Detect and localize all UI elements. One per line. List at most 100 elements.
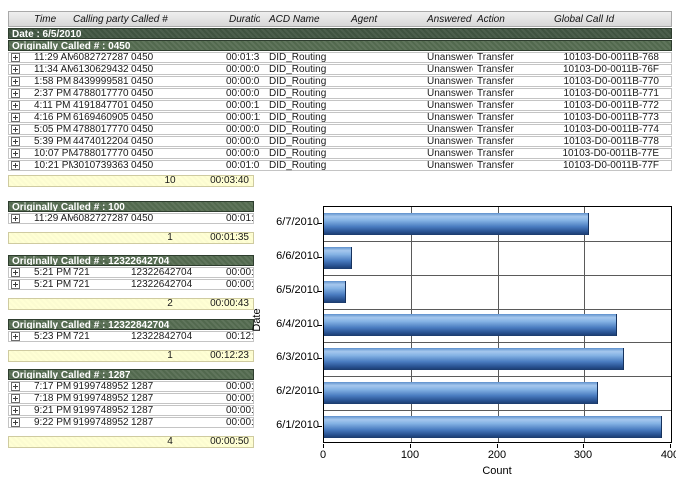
expand-row-button[interactable]: [11, 405, 20, 415]
called-number-cell: 0450: [131, 88, 154, 99]
duration-cell: 00:00:09: [226, 64, 260, 75]
time-cell: 5:23 PM: [34, 331, 72, 342]
expander-cell: [9, 52, 31, 63]
originally-called-group-header: Originally Called # : 0450: [8, 40, 672, 51]
summary-total-duration: 00:01:35: [210, 232, 249, 243]
duration-cell: 00:00:05: [226, 76, 260, 87]
expand-row-button[interactable]: [11, 267, 20, 277]
called-number-cell: 1287: [131, 393, 154, 404]
duration-cell: 00:00:13: [226, 381, 253, 392]
time-cell: 5:21 PM: [34, 279, 72, 290]
called-number-cell: 12322642704: [131, 279, 193, 290]
duration-cell: 00:12:23: [226, 331, 253, 342]
expand-row-button[interactable]: [11, 100, 20, 110]
summary-call-count: 2: [167, 298, 173, 309]
y-tick-label: 6/3/2010: [276, 351, 319, 363]
expand-row-button[interactable]: [11, 393, 20, 403]
called-number-cell: 0450: [131, 136, 154, 147]
called-number-cell: 1287: [131, 405, 154, 416]
time-cell: 5:39 PM: [34, 136, 72, 147]
duration-cell: 00:00:11: [226, 112, 260, 123]
called-number-cell: 0450: [131, 64, 154, 75]
expand-row-button[interactable]: [11, 136, 20, 146]
called-number-cell: 0450: [131, 148, 154, 159]
expander-cell: [9, 100, 31, 111]
called-number-cell: 0450: [131, 100, 154, 111]
global-call-id-cell: 10103-D0-0011B-768: [563, 52, 659, 63]
horizontal-gridline: [324, 241, 671, 242]
answered-cell: Unanswered: [427, 148, 473, 159]
x-tick-label: 0: [319, 449, 327, 461]
time-cell: 1:58 PM: [34, 76, 72, 87]
global-call-id-cell: 10103-D0-0011B-771: [563, 88, 659, 99]
column-header: Global Call Id: [554, 13, 615, 25]
expand-row-button[interactable]: [11, 148, 20, 158]
y-tick-label: 6/7/2010: [276, 216, 319, 228]
expand-row-button[interactable]: [11, 76, 20, 86]
group-summary-row: 1 00:12:23: [8, 350, 254, 362]
expander-cell: [9, 136, 31, 147]
answered-cell: Unanswered: [427, 64, 473, 75]
expander-cell: [9, 267, 31, 278]
bar-6/5/2010: [324, 281, 346, 303]
x-axis-tick: [497, 444, 498, 448]
x-axis-tick: [583, 444, 584, 448]
action-cell: Transfer: [477, 88, 514, 99]
expand-row-button[interactable]: [11, 52, 20, 62]
expand-row-button[interactable]: [11, 64, 20, 74]
calling-party-cell: 4788017770: [73, 124, 129, 135]
expand-row-button[interactable]: [11, 160, 20, 170]
horizontal-gridline: [324, 342, 671, 343]
calling-party-cell: 4191847701: [73, 100, 129, 111]
calling-party-cell: 9199748952: [73, 381, 129, 392]
expand-row-button[interactable]: [11, 88, 20, 98]
group-section: Originally Called # : 12322642704 5:21 PM…: [8, 254, 254, 310]
expander-cell: [9, 160, 31, 171]
answered-cell: Unanswered: [427, 88, 473, 99]
time-cell: 11:34 AM: [34, 64, 73, 75]
called-number-cell: 0450: [131, 112, 154, 123]
duration-cell: 00:01:02: [226, 160, 260, 171]
expand-row-button[interactable]: [11, 331, 20, 341]
x-tick-label: 400: [660, 449, 676, 461]
summary-call-count: 4: [167, 436, 173, 447]
calling-party-cell: 9199748952: [73, 393, 129, 404]
expand-row-button[interactable]: [11, 124, 20, 134]
expand-row-button[interactable]: [11, 381, 20, 391]
duration-cell: 00:00:07: [226, 124, 260, 135]
calling-party-cell: 9199748952: [73, 405, 129, 416]
global-call-id-cell: 10103-D0-0011B-774: [563, 124, 659, 135]
expand-row-button[interactable]: [11, 213, 20, 223]
called-number-cell: 12322642704: [131, 267, 193, 278]
originally-called-group-header: Originally Called # : 100: [8, 201, 254, 212]
called-number-cell: 0450: [131, 76, 154, 87]
column-header: Calling party #: [73, 13, 131, 25]
duration-cell: 00:00:11: [226, 417, 253, 428]
answered-cell: Unanswered: [427, 124, 473, 135]
expander-cell: [9, 279, 31, 290]
time-cell: 5:21 PM: [34, 267, 72, 278]
originally-called-group-header: Originally Called # : 12322842704: [8, 319, 254, 330]
expander-cell: [9, 124, 31, 135]
expand-row-button[interactable]: [11, 417, 20, 427]
expand-row-button[interactable]: [11, 279, 20, 289]
duration-cell: 00:01:35: [226, 52, 260, 63]
y-axis-tick: [318, 358, 322, 359]
expand-row-button[interactable]: [11, 112, 20, 122]
horizontal-gridline: [324, 410, 671, 411]
y-axis-tick: [318, 392, 322, 393]
acd-name-cell: DID_Routing: [269, 88, 327, 99]
bar-6/1/2010: [324, 416, 662, 438]
global-call-id-cell: 10103-D0-0011B-772: [563, 100, 659, 111]
calling-party-cell: 3010739363: [73, 160, 129, 171]
duration-cell: 00:00:07: [226, 88, 260, 99]
